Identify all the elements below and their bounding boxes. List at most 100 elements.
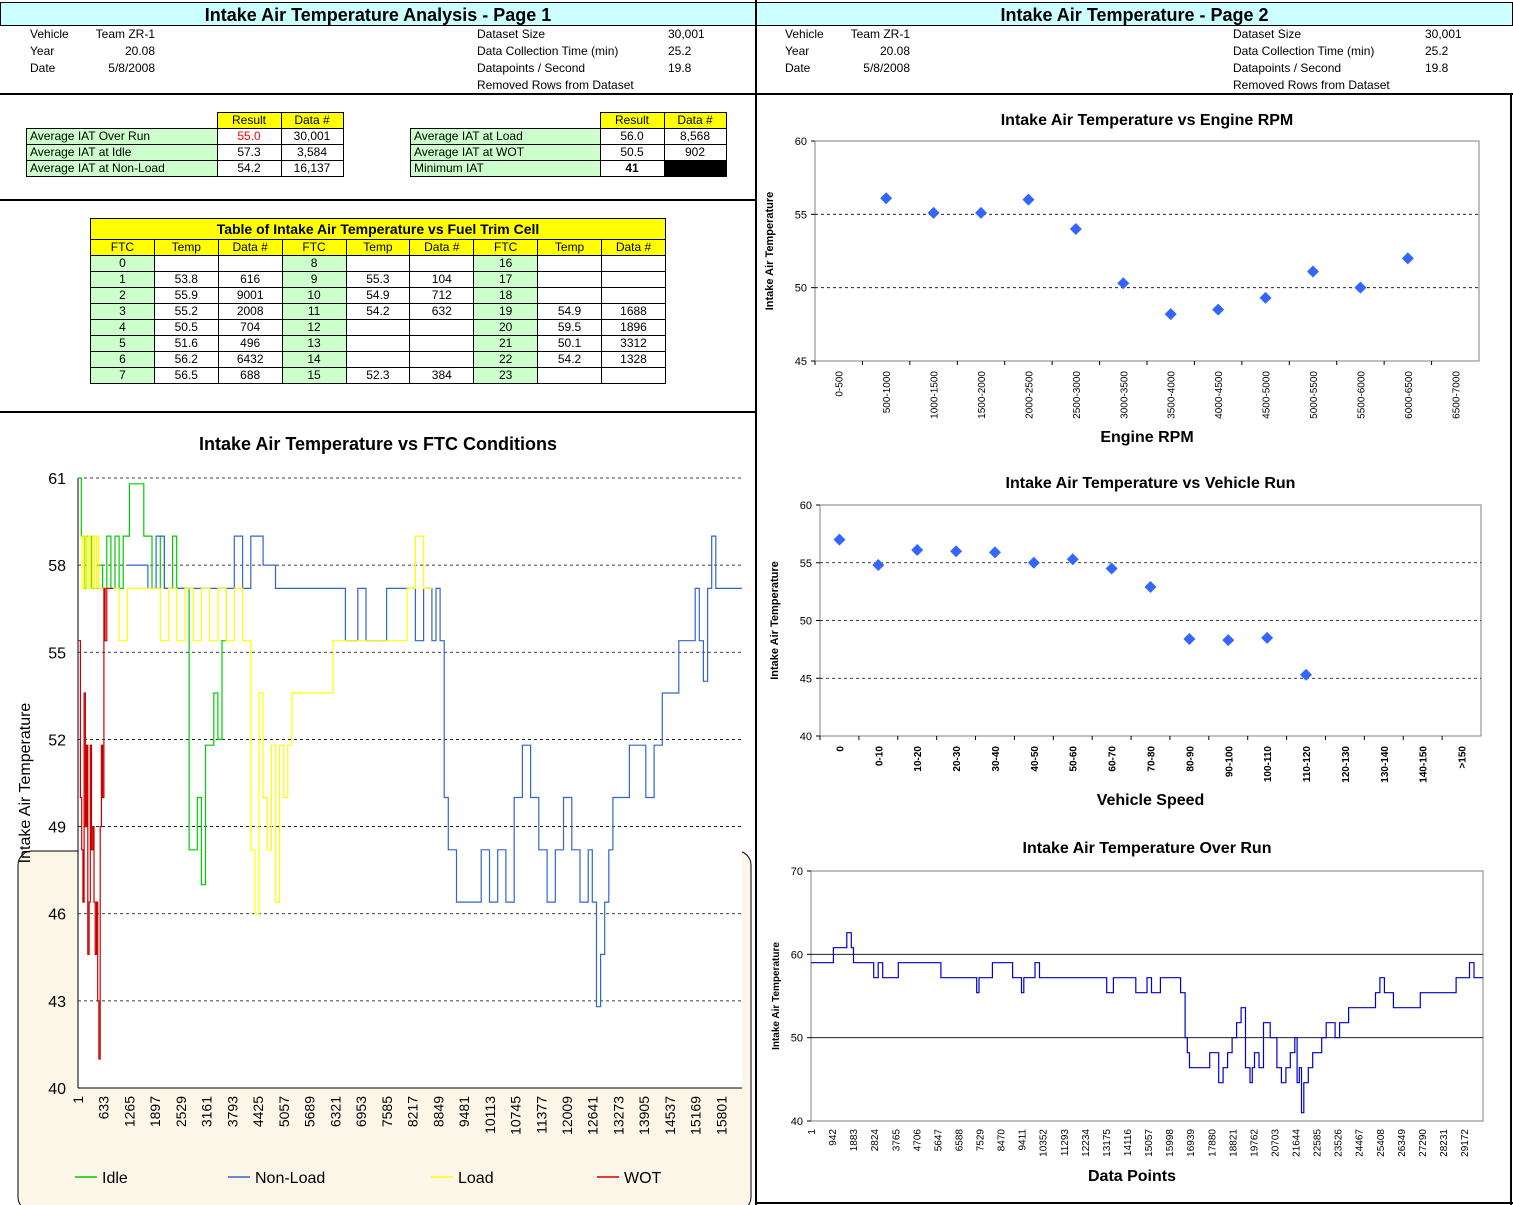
x-tick-label: 5689 [302, 1096, 318, 1127]
x-axis-label: Data Points [1088, 1168, 1176, 1185]
x-tick-label: 15998 [1165, 1129, 1176, 1157]
date-label: Date [30, 61, 56, 75]
data-point [1183, 632, 1196, 645]
y-axis-label: Intake Air Temperature [769, 561, 781, 680]
y-axis-label: Intake Air Temperature [17, 703, 34, 864]
x-tick-label: 80-90 [1185, 746, 1196, 772]
data-point [911, 544, 924, 557]
x-tick-label: 7529 [976, 1129, 987, 1152]
header-data: Data # [663, 112, 727, 129]
temp-cell [345, 319, 411, 336]
year-value: 20.08 [124, 44, 155, 58]
legend-label: Idle [102, 1170, 128, 1187]
x-tick-label: 1500-2000 [977, 371, 988, 419]
x-tick-label: 5000-5500 [1309, 371, 1320, 419]
y-tick-label: 61 [48, 471, 66, 488]
x-tick-label: 22585 [1313, 1129, 1324, 1157]
y-tick-label: 55 [48, 645, 66, 662]
x-tick-label: 14116 [1123, 1129, 1134, 1157]
data-point [1259, 291, 1272, 304]
count-cell: 688 [217, 367, 283, 384]
page-divider [755, 0, 757, 1205]
x-tick-label: 3500-4000 [1167, 371, 1178, 419]
ftc-cell: 18 [473, 287, 539, 304]
plot-area [810, 870, 1484, 1122]
x-tick-label: 4000-4500 [1214, 371, 1225, 419]
data-point [1354, 281, 1367, 294]
x-tick-label: 12641 [585, 1096, 601, 1135]
row-result: 55.0 [216, 128, 282, 145]
x-tick-label: 2529 [173, 1096, 189, 1127]
row-result: 50.5 [599, 144, 665, 161]
data-point [1300, 668, 1313, 681]
legend-label: WOT [624, 1170, 662, 1187]
x-axis-label: Engine RPM [1100, 429, 1193, 446]
column-header: Temp [537, 239, 602, 256]
data-point [988, 546, 1001, 559]
ftc-cell: 13 [281, 335, 347, 352]
temp-cell: 50.1 [537, 335, 602, 352]
count-cell: 1328 [601, 351, 666, 368]
x-tick-label: 15801 [713, 1096, 729, 1135]
count-cell: 6432 [217, 351, 283, 368]
x-tick-label: 1883 [849, 1129, 860, 1152]
temp-cell: 50.5 [153, 319, 219, 336]
x-tick-label: 6000-6500 [1404, 371, 1415, 419]
y-tick-label: 60 [791, 949, 803, 961]
x-tick-label: 11293 [1060, 1129, 1071, 1157]
row-data: 3,584 [280, 144, 344, 161]
plot-area [78, 478, 742, 1088]
series-line [811, 932, 1483, 1114]
x-tick-label: 5647 [933, 1129, 944, 1152]
count-cell [601, 287, 666, 304]
x-tick-label: 20703 [1270, 1129, 1281, 1157]
x-tick-label: 0 [835, 746, 846, 752]
separator-3 [0, 411, 756, 413]
y-tick-label: 50 [795, 283, 807, 295]
y-tick-label: 40 [800, 731, 812, 743]
right-border [1510, 93, 1512, 1205]
ftc-table-container: Table of Intake Air Temperature vs Fuel … [90, 218, 666, 384]
x-tick-label: 28231 [1439, 1129, 1450, 1157]
x-tick-label: 6953 [353, 1096, 369, 1127]
data-point [1117, 277, 1130, 290]
vehicle-value: Team ZR-1 [850, 27, 910, 41]
dataset-size-value: 30,001 [668, 27, 705, 41]
ftc-cell: 2 [90, 287, 155, 304]
over-run-chart: Intake Air Temperature Over Run 40 50 60 70 1… [771, 840, 1484, 1185]
data-point [1164, 308, 1177, 321]
x-tick-label: 6588 [954, 1129, 965, 1152]
date-value: 5/8/2008 [863, 61, 910, 75]
count-cell [601, 255, 666, 272]
temp-cell: 56.5 [153, 367, 219, 384]
x-tick-label: 6321 [327, 1096, 343, 1127]
y-tick-label: 52 [48, 732, 66, 749]
dps-value: 19.8 [1425, 61, 1449, 75]
x-tick-label: 18821 [1228, 1129, 1239, 1157]
count-cell: 1896 [601, 319, 666, 336]
data-point [1401, 252, 1414, 265]
x-tick-label: 20-30 [952, 746, 963, 772]
temp-cell: 52.3 [345, 367, 411, 384]
count-cell [409, 255, 475, 272]
legend-label: Load [458, 1170, 494, 1187]
ftc-cell: 23 [473, 367, 539, 384]
x-tick-label: 5057 [276, 1096, 292, 1127]
page2-info-right: Dataset Size Data Collection Time (min) … [1233, 26, 1390, 94]
ftc-cell: 4 [90, 319, 155, 336]
temp-cell: 51.6 [153, 335, 219, 352]
x-tick-label: 1 [807, 1129, 818, 1135]
table-row: Average IAT at Non-Load 54.2 16,137 [26, 160, 344, 177]
data-point [1307, 265, 1319, 278]
temp-cell: 54.2 [345, 303, 411, 320]
series-line-wot [78, 587, 114, 1060]
x-tick-label: 100-110 [1263, 746, 1274, 783]
chart-title: Intake Air Temperature vs Vehicle Run [1006, 475, 1296, 492]
x-tick-label: 1 [70, 1096, 86, 1104]
x-tick-label: 4706 [912, 1129, 923, 1152]
x-tick-label: 10113 [482, 1096, 498, 1134]
table-row: 0 8 16 [90, 255, 666, 272]
table-row: Average IAT at WOT 50.5 902 [410, 144, 727, 161]
y-tick-label: 70 [791, 866, 803, 878]
header-result: Result [216, 112, 282, 129]
